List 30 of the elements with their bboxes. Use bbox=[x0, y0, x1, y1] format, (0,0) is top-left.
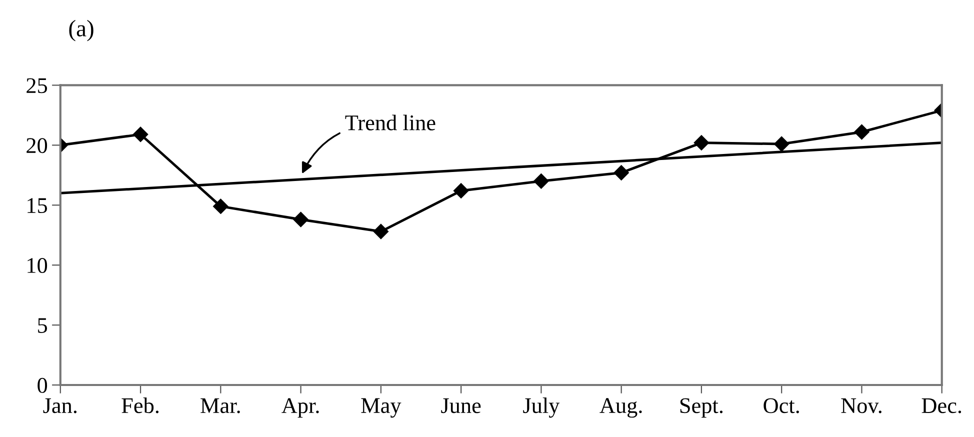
x-tick-label: Dec. bbox=[922, 398, 962, 414]
x-tick-label: Nov. bbox=[841, 398, 882, 414]
x-tick-label: May bbox=[361, 398, 402, 418]
point bbox=[373, 224, 388, 240]
y-tick-label: 0 bbox=[38, 378, 48, 393]
y-tick-label: 25 bbox=[26, 78, 48, 94]
point bbox=[293, 212, 308, 228]
x-tick-label: July bbox=[523, 397, 560, 418]
chart-title: (a) bbox=[69, 20, 94, 42]
point bbox=[453, 183, 469, 198]
point bbox=[854, 124, 870, 140]
point bbox=[694, 135, 710, 150]
y-tick-label: 5 bbox=[38, 318, 48, 333]
point bbox=[213, 198, 228, 214]
y-tick-label: 15 bbox=[28, 198, 48, 214]
x-tick-label: Mar. bbox=[200, 398, 240, 414]
x-tick-label: Jan. bbox=[43, 398, 77, 414]
y-tick-label: 20 bbox=[26, 138, 48, 154]
x-tick-label: Apr. bbox=[282, 398, 319, 418]
x-tick-label: Feb. bbox=[122, 397, 158, 414]
point bbox=[132, 126, 148, 142]
x-tick-label: Oct. bbox=[764, 398, 799, 414]
x-tick-label: Aug. bbox=[600, 398, 642, 418]
x-tick-label: June bbox=[441, 398, 481, 414]
y-tick-label: 10 bbox=[28, 258, 48, 274]
x-tick-label: Sept. bbox=[680, 398, 723, 418]
point bbox=[534, 174, 549, 189]
point bbox=[774, 136, 790, 152]
annotation: Trend line bbox=[345, 114, 436, 130]
point bbox=[614, 165, 629, 180]
